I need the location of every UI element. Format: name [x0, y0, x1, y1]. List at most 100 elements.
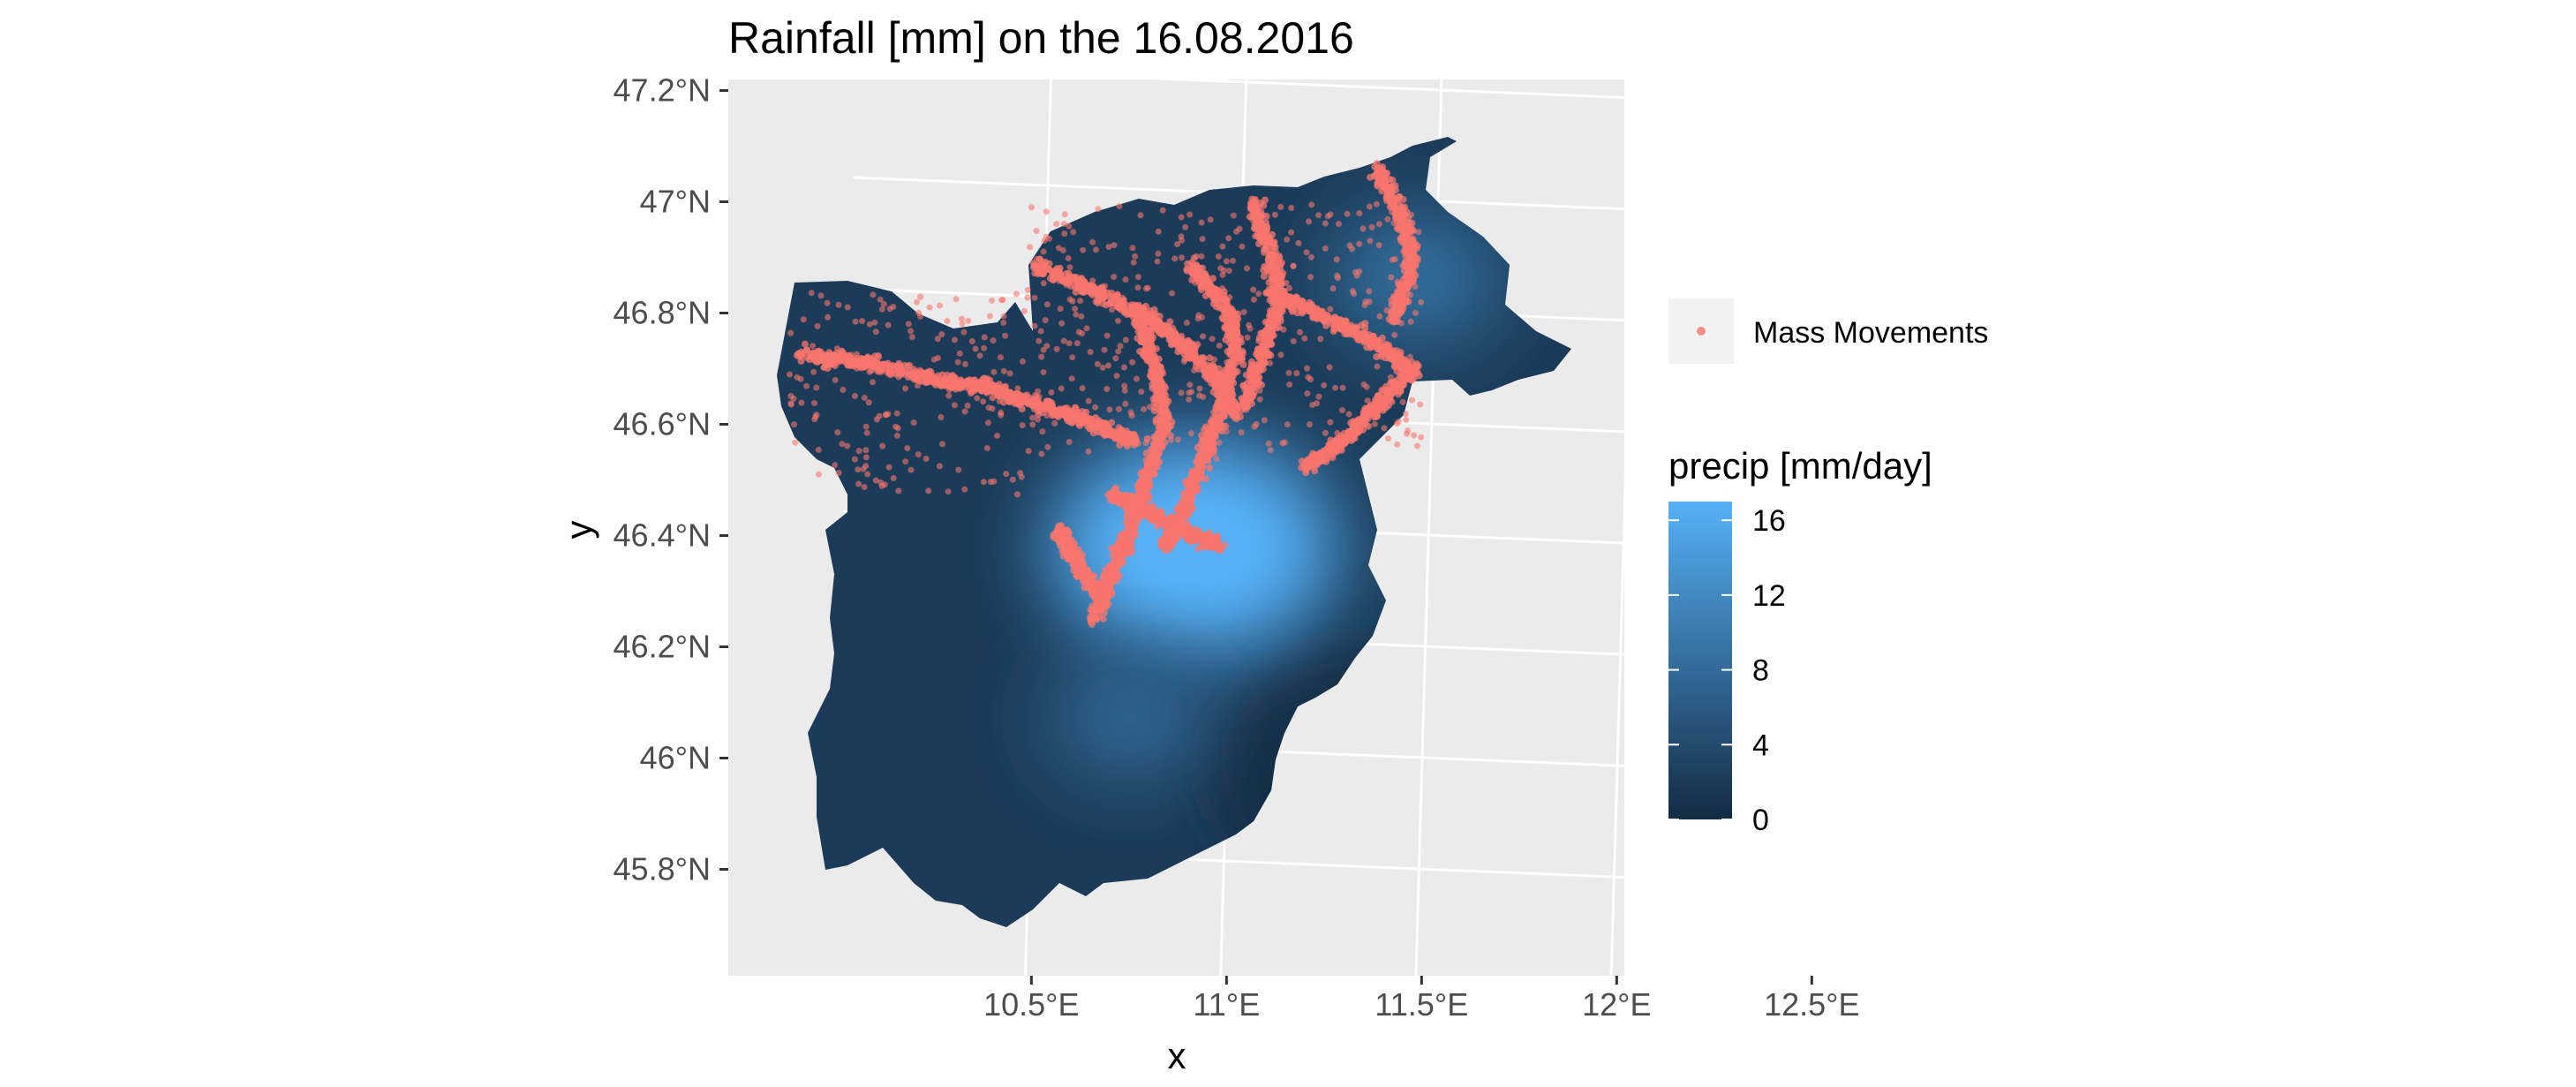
- mass-movement-point: [1057, 536, 1065, 544]
- mass-movement-point: [923, 456, 930, 462]
- mass-movement-point: [1154, 385, 1162, 393]
- mass-movement-point: [1204, 430, 1212, 437]
- graticule-parallel: [1149, 79, 1624, 99]
- mass-movement-point: [1141, 351, 1149, 359]
- mass-movement-point: [1360, 411, 1367, 419]
- mass-movement-point: [1178, 389, 1185, 396]
- mass-movement-point: [847, 351, 855, 359]
- mass-movement-points: [786, 160, 1425, 629]
- mass-movement-point: [1119, 426, 1126, 434]
- mass-movement-point: [1140, 322, 1147, 330]
- mass-movement-point: [1276, 294, 1284, 302]
- mass-movement-point: [1123, 430, 1131, 438]
- mass-movement-point: [1103, 572, 1111, 579]
- mass-movement-point: [1378, 334, 1386, 342]
- mass-movement-point: [1134, 517, 1141, 525]
- mass-movement-point: [835, 301, 842, 308]
- mass-movement-point: [1109, 577, 1116, 584]
- mass-movement-point: [1412, 283, 1419, 291]
- graticule-meridian: [1414, 79, 1443, 976]
- mass-movement-point: [1248, 195, 1256, 203]
- mass-movement-point: [1184, 260, 1192, 268]
- mass-movement-point: [1124, 543, 1132, 551]
- mass-movement-point: [1113, 547, 1120, 555]
- mass-movement-point: [1407, 270, 1415, 278]
- mass-movement-point: [1405, 283, 1412, 291]
- mass-movement-point: [797, 348, 805, 356]
- mass-movement-point: [1239, 360, 1247, 368]
- mass-movement-point: [995, 381, 1003, 389]
- mass-movement-point: [905, 366, 913, 374]
- mass-movement-point: [1384, 392, 1392, 400]
- mass-movement-point: [1375, 397, 1382, 404]
- mass-movement-point: [1383, 191, 1391, 199]
- mass-movement-point: [1395, 301, 1403, 309]
- mass-movement-point: [1403, 370, 1411, 378]
- mass-movement-point: [1243, 390, 1251, 398]
- graticule-meridian: [1609, 472, 1624, 976]
- mass-movement-point: [1250, 296, 1257, 303]
- mass-movement-point: [1085, 414, 1093, 422]
- mass-movement-point: [1186, 487, 1194, 495]
- mass-movement-point: [1160, 370, 1167, 377]
- mass-movement-point: [1125, 496, 1133, 504]
- mass-movement-point: [1194, 341, 1201, 349]
- mass-movement-point: [1213, 420, 1221, 428]
- mass-movement-point: [1347, 321, 1355, 329]
- mass-movement-point: [1043, 412, 1051, 419]
- mass-movement-point: [1079, 408, 1086, 416]
- mass-movement-point: [1222, 368, 1230, 376]
- mass-movement-point: [1147, 453, 1155, 461]
- mass-movement-point: [1224, 379, 1232, 387]
- mass-movement-point: [1125, 510, 1132, 517]
- mass-movement-point: [1126, 529, 1134, 537]
- mass-movement-point: [905, 321, 912, 328]
- mass-movement-point: [1213, 391, 1221, 399]
- mass-movement-point: [1237, 334, 1244, 342]
- mass-movement-point: [1374, 182, 1382, 190]
- mass-movement-point: [979, 384, 986, 392]
- mass-movement-point: [1197, 354, 1205, 362]
- mass-movement-point: [1408, 211, 1415, 218]
- mass-movement-point: [1123, 301, 1131, 309]
- mass-movement-point: [1293, 370, 1300, 377]
- graticule-meridian: [1804, 0, 1834, 1052]
- mass-movement-point: [1097, 591, 1105, 599]
- mass-movement-point: [1215, 378, 1223, 386]
- mass-movement-point: [1376, 166, 1384, 174]
- mass-movement-point: [1302, 458, 1310, 466]
- mass-movement-point: [1162, 516, 1170, 524]
- mass-movement-point: [1174, 348, 1182, 356]
- mass-movement-point: [902, 458, 909, 465]
- mass-movement-point: [1265, 289, 1273, 297]
- mass-movement-point: [1146, 464, 1153, 472]
- mass-movement-point: [924, 377, 931, 384]
- mass-movement-point: [1378, 386, 1386, 394]
- mass-movement-point: [1230, 370, 1238, 377]
- mass-movement-point: [1151, 393, 1159, 401]
- mass-movement-point: [1400, 376, 1408, 384]
- mass-movement-point: [1132, 531, 1140, 539]
- mass-movement-point: [1143, 474, 1150, 481]
- mass-movement-point: [1075, 328, 1082, 336]
- mass-movement-point: [1379, 172, 1387, 180]
- mass-movement-point: [1229, 311, 1237, 319]
- mass-movement-point: [1255, 366, 1263, 374]
- mass-movement-point: [951, 402, 958, 409]
- mass-movement-point: [1226, 351, 1234, 359]
- mass-movement-point: [1199, 264, 1207, 272]
- mass-movement-point: [1161, 404, 1169, 411]
- mass-movement-point: [948, 379, 955, 387]
- mass-movement-point: [1154, 457, 1162, 464]
- mass-movement-point: [801, 340, 809, 348]
- mass-movement-point: [1407, 226, 1415, 234]
- mass-movement-point: [1081, 578, 1089, 586]
- mass-movement-point: [1390, 318, 1397, 326]
- mass-movement-point: [1158, 397, 1166, 405]
- mass-movement-point: [1201, 273, 1208, 280]
- mass-movement-point: [1128, 547, 1136, 555]
- mass-movement-point: [1103, 301, 1111, 309]
- mass-movement-point: [1066, 545, 1073, 553]
- mass-movement-point: [1034, 399, 1042, 407]
